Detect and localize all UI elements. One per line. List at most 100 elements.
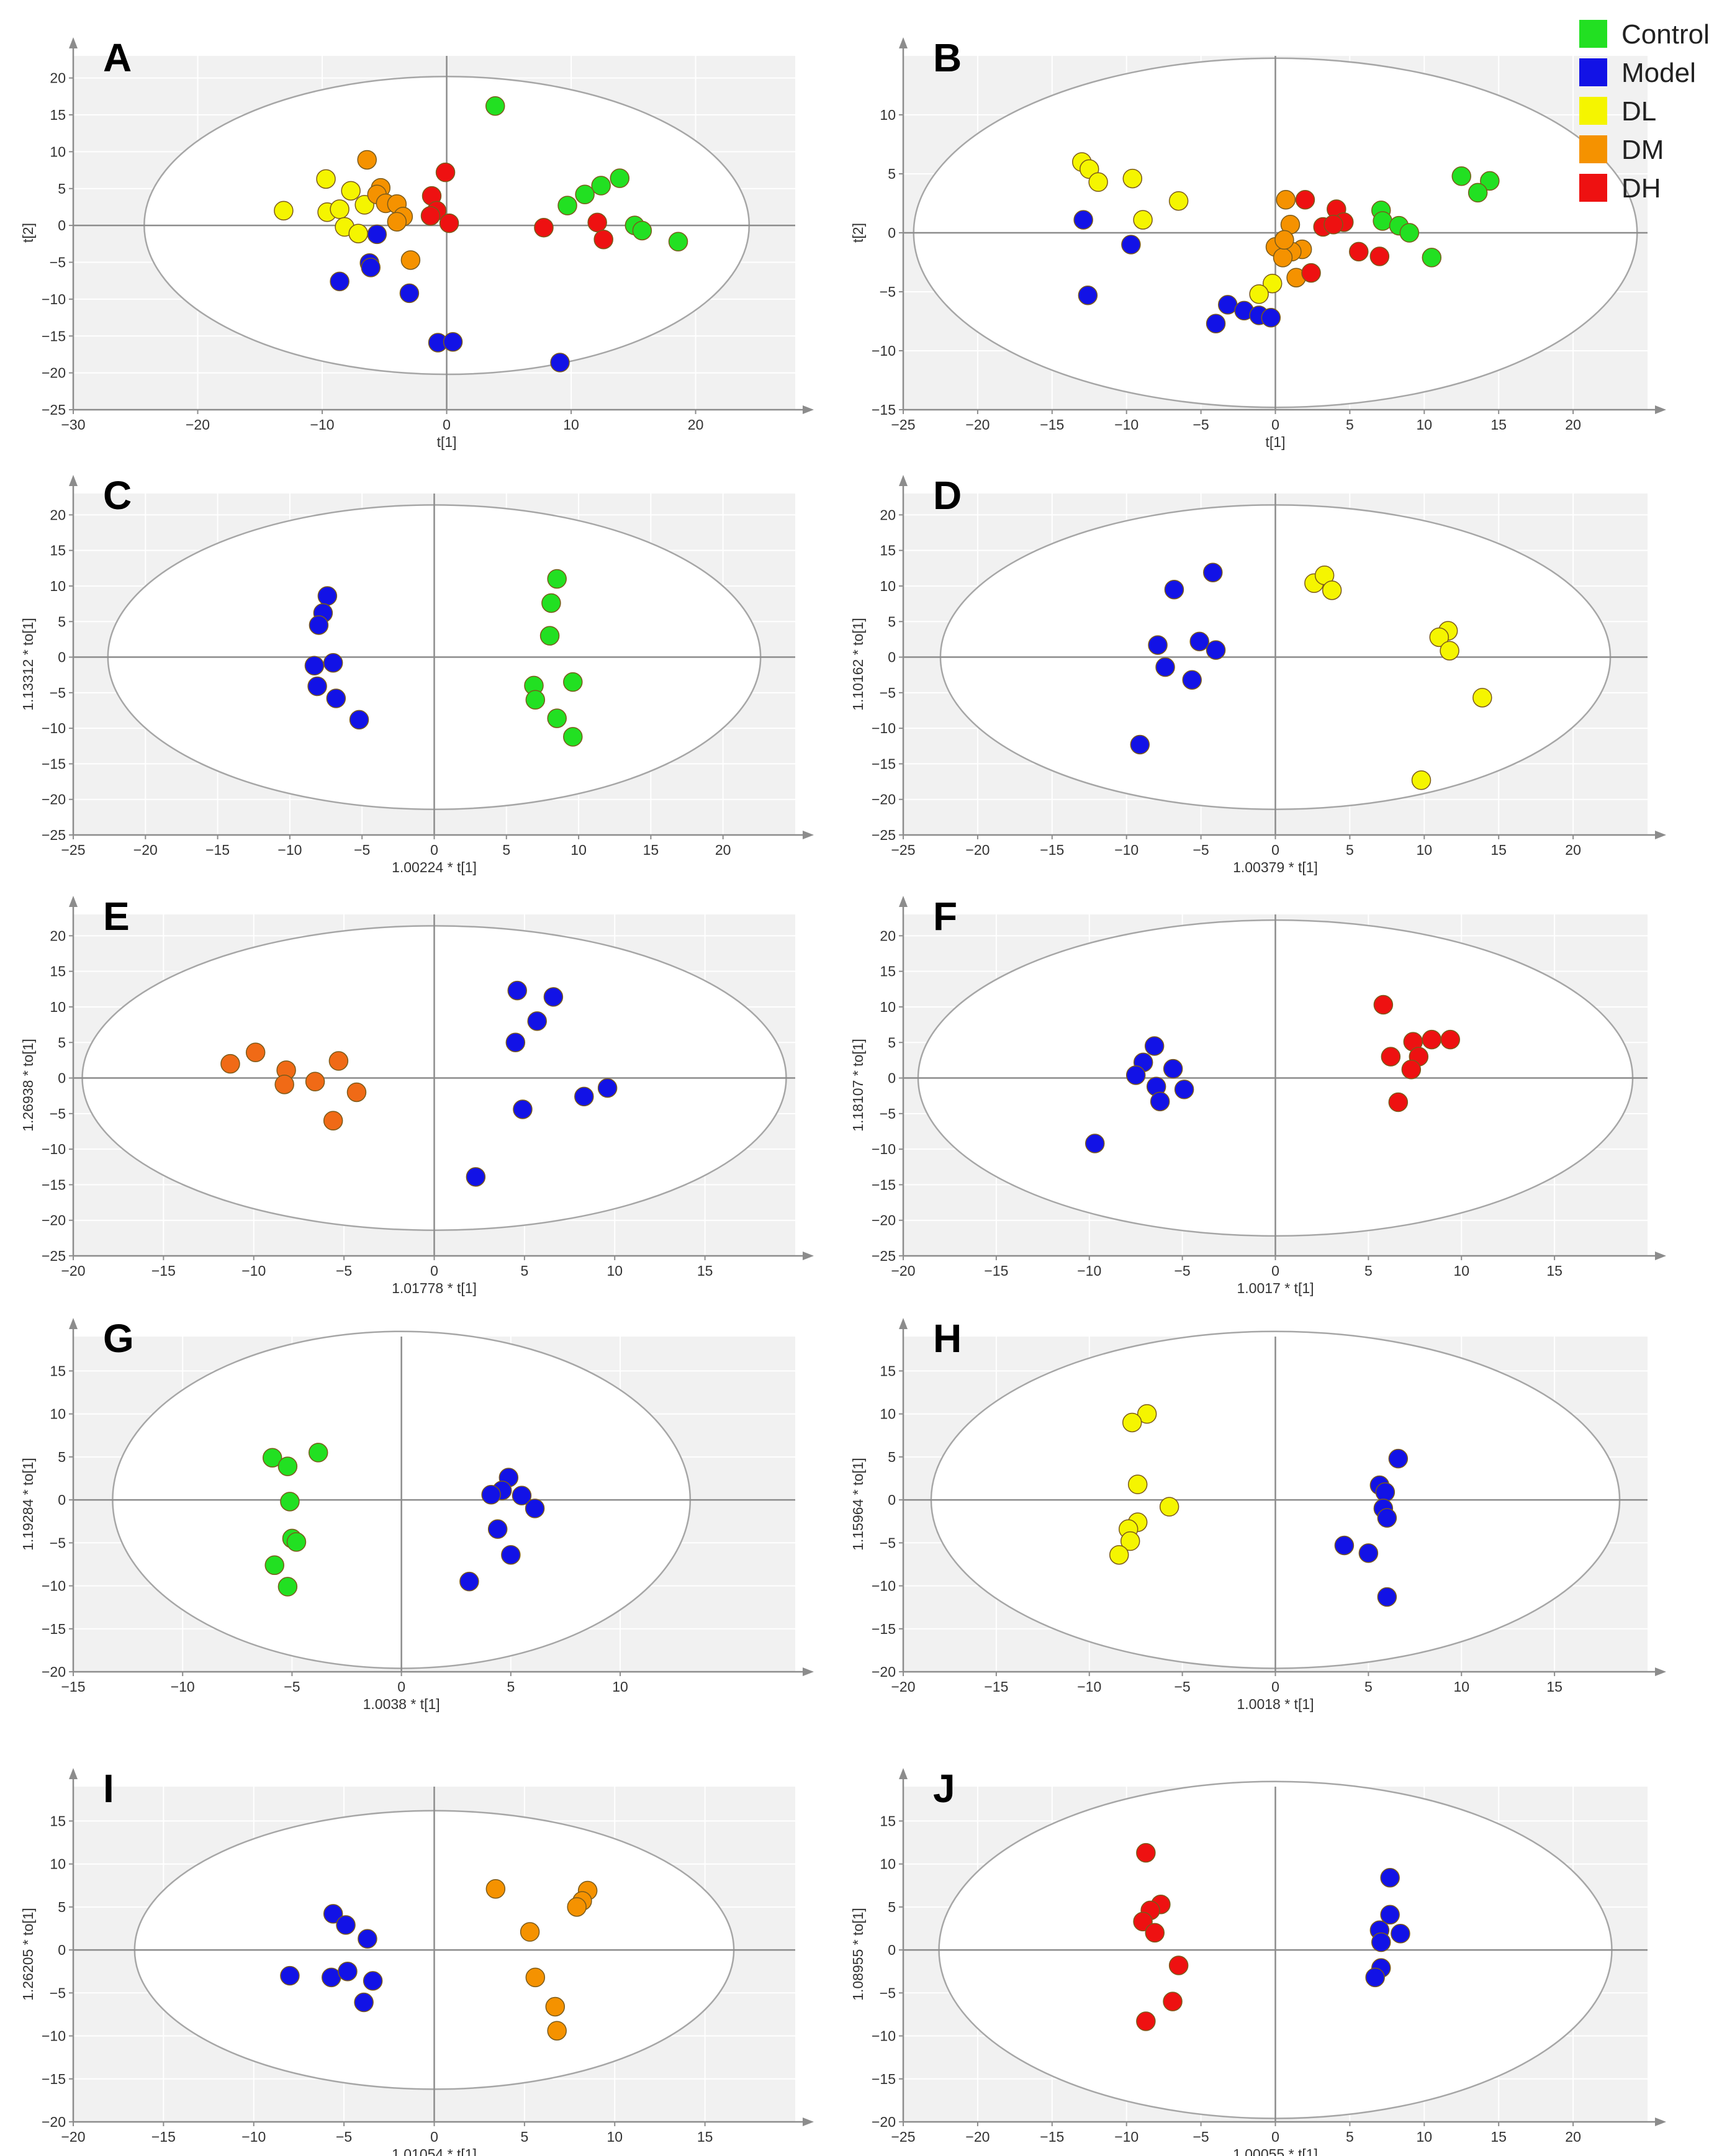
data-point xyxy=(1159,1497,1179,1517)
x-tick-label: 10 xyxy=(1417,842,1433,858)
panel-b-y-axis-label: t[2] xyxy=(850,223,866,243)
y-tick-label: 20 xyxy=(880,507,896,523)
x-tick-label: −15 xyxy=(151,2129,176,2145)
data-point xyxy=(485,96,505,116)
x-tick-label: −10 xyxy=(1114,2129,1139,2145)
y-tick-label: 10 xyxy=(50,999,66,1015)
data-point xyxy=(338,1961,358,1982)
y-tick-label: 10 xyxy=(50,1856,66,1872)
data-point xyxy=(439,213,459,233)
y-tick-label: −20 xyxy=(872,1664,896,1680)
y-tick-label: 0 xyxy=(888,649,896,665)
x-tick-label: 15 xyxy=(1546,1263,1562,1279)
y-tick-label: 10 xyxy=(50,1406,66,1422)
y-tick-label: 5 xyxy=(58,1449,66,1465)
data-point xyxy=(547,708,567,728)
panel-j-series-dh xyxy=(1133,1843,1189,2031)
data-point xyxy=(1422,248,1442,268)
x-tick-label: −25 xyxy=(891,417,915,433)
x-tick-label: 0 xyxy=(430,842,438,858)
y-tick-label: 15 xyxy=(880,1813,896,1829)
data-point xyxy=(367,224,387,245)
panel-c-y-axis-arrow xyxy=(69,475,78,486)
panel-b-series-dl xyxy=(1072,152,1283,304)
x-tick-label: 15 xyxy=(643,842,659,858)
y-tick-label: −15 xyxy=(42,1176,66,1193)
data-point xyxy=(363,1971,383,1991)
x-tick-label: 0 xyxy=(1271,1263,1279,1279)
y-tick-label: 0 xyxy=(58,1492,66,1508)
panel-b: −25 −20 −15 −10 −5 0 5 10 15 20 −15 −10 −5 0 5 10 t[1] t[… xyxy=(850,35,1666,450)
panel-g-y-axis-arrow xyxy=(69,1318,78,1329)
x-tick-label: −10 xyxy=(241,2129,266,2145)
panel-c-x-axis-label: 1.00224 * t[1] xyxy=(392,859,477,875)
panel-f-x-axis-arrow xyxy=(1655,1252,1666,1260)
y-tick-label: −15 xyxy=(42,1621,66,1637)
panel-b-series-dh xyxy=(1295,190,1390,283)
data-point xyxy=(1073,210,1093,230)
data-point xyxy=(1334,1535,1355,1556)
y-tick-label: −15 xyxy=(872,2071,896,2087)
legend-label-dh: DH xyxy=(1621,173,1661,204)
y-tick-label: −20 xyxy=(872,1212,896,1229)
panel-a-letter: A xyxy=(103,35,132,80)
panel-e-y-axis-arrow xyxy=(69,896,78,907)
data-point xyxy=(1373,211,1392,231)
panel-i: −20 −15 −10 −5 0 5 10 15 −20 −15 −10 −5 0 5 10 15 1.0105… xyxy=(20,1766,814,2156)
panel-a-series-control xyxy=(485,96,688,251)
data-point xyxy=(341,181,361,201)
data-point xyxy=(1136,2011,1156,2031)
data-point xyxy=(545,1996,566,2017)
data-point xyxy=(1122,1412,1142,1433)
x-tick-label: 20 xyxy=(1565,2129,1581,2145)
panel-a-series-dh xyxy=(420,162,613,250)
data-point xyxy=(220,1053,240,1074)
data-point xyxy=(527,1011,547,1031)
data-point xyxy=(520,1922,540,1942)
data-point xyxy=(1365,1967,1385,1988)
y-tick-label: −15 xyxy=(42,756,66,772)
data-point xyxy=(277,1456,298,1476)
data-point xyxy=(1148,635,1168,655)
data-point xyxy=(361,258,381,277)
x-tick-label: 5 xyxy=(1346,2129,1354,2145)
data-point xyxy=(1145,1923,1165,1943)
x-tick-label: 0 xyxy=(430,1263,438,1279)
x-tick-label: −10 xyxy=(1077,1263,1101,1279)
y-tick-label: 15 xyxy=(50,963,66,980)
panel-e-series-dm xyxy=(220,1042,367,1131)
x-tick-label: −5 xyxy=(1175,1263,1191,1279)
panel-a-series-model xyxy=(330,224,570,372)
y-tick-label: −15 xyxy=(872,402,896,418)
data-point xyxy=(1377,1587,1397,1607)
panel-j-y-axis-label: 1.08955 * to[1] xyxy=(850,1908,866,2001)
x-tick-label: −5 xyxy=(1193,842,1209,858)
data-point xyxy=(1136,1843,1156,1863)
data-point xyxy=(1133,210,1153,230)
y-tick-label: 5 xyxy=(58,613,66,629)
data-point xyxy=(307,676,327,697)
x-tick-label: −20 xyxy=(61,1263,85,1279)
data-point xyxy=(262,1448,282,1468)
data-point xyxy=(1130,734,1150,755)
y-tick-label: −5 xyxy=(880,685,896,701)
y-tick-label: −5 xyxy=(50,685,66,701)
data-point xyxy=(1295,190,1315,210)
data-point xyxy=(264,1555,284,1576)
x-tick-label: 0 xyxy=(1271,417,1279,433)
data-point xyxy=(1377,1508,1397,1528)
y-tick-label: −5 xyxy=(50,255,66,271)
x-tick-label: 5 xyxy=(507,1679,515,1695)
data-point xyxy=(1163,1058,1183,1079)
data-point xyxy=(1380,1905,1400,1925)
x-tick-label: −20 xyxy=(891,1263,915,1279)
data-point xyxy=(1182,670,1202,690)
x-tick-label: 10 xyxy=(1453,1263,1469,1279)
y-tick-label: 15 xyxy=(50,1813,66,1829)
data-point xyxy=(543,987,564,1007)
x-tick-label: 5 xyxy=(1346,417,1354,433)
legend-label-control: Control xyxy=(1621,19,1710,50)
x-tick-label: 10 xyxy=(1453,1679,1469,1695)
data-point xyxy=(485,1879,506,1899)
